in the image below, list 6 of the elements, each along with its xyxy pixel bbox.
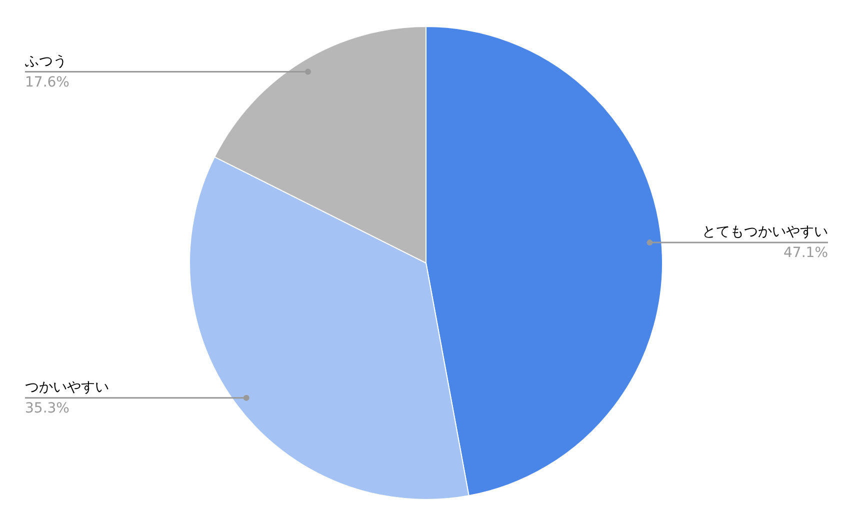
data-label: 35.3% — [25, 400, 70, 417]
slice-label: とてもつかいやすい — [702, 224, 828, 240]
slice-label: つかいやすい — [25, 380, 109, 396]
data-label: 17.6% — [25, 74, 70, 90]
slice-label: ふつう — [24, 53, 67, 70]
data-label: 47.1% — [784, 245, 828, 262]
